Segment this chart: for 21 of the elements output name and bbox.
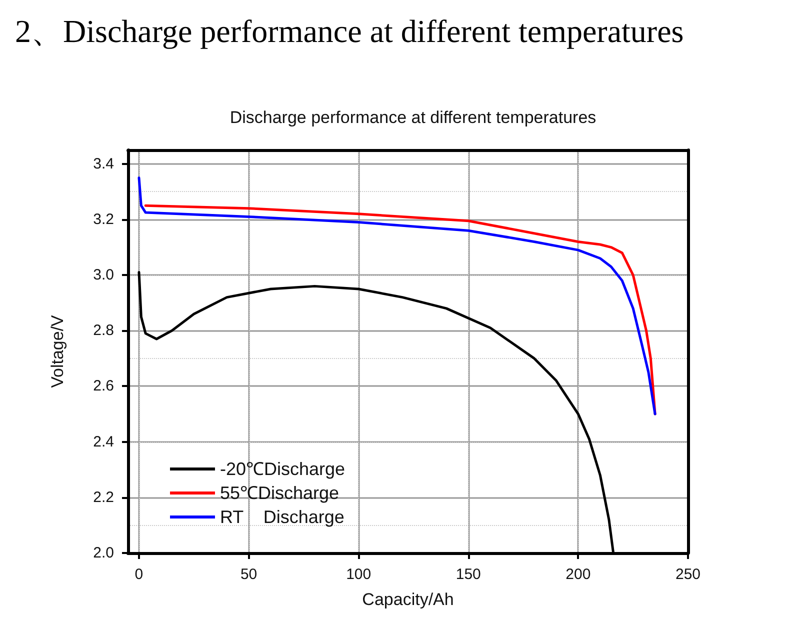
x-tick-label: 250	[675, 566, 701, 583]
legend-label: RT Discharge	[220, 507, 344, 527]
y-tick-label: 2.2	[93, 488, 114, 506]
y-tick-label: 3.0	[93, 266, 114, 284]
chart-title: 2、Discharge performance at different temperatures	[15, 13, 684, 49]
y-tick-label: 2.4	[93, 433, 114, 450]
legend-label: 55℃Discharge	[220, 483, 340, 503]
y-tick-label: 2.8	[93, 322, 114, 340]
x-tick-label: 50	[240, 566, 258, 583]
legend-label: -20℃Discharge	[220, 459, 346, 479]
x-tick-label: 100	[346, 566, 372, 583]
y-tick-label: 2.6	[93, 378, 114, 395]
x-axis-title: Capacity/Ah	[362, 590, 454, 609]
y-tick-label: 2.0	[93, 544, 114, 562]
y-tick-label: 3.4	[93, 155, 114, 172]
x-tick-label: 0	[134, 566, 144, 583]
y-axis-title: Voltage/V	[48, 314, 67, 388]
x-tick-label: 200	[566, 566, 591, 583]
chart-subtitle: Discharge performance at different temperatures	[230, 108, 596, 127]
x-tick-label: 150	[456, 566, 481, 583]
y-tick-label: 3.2	[93, 210, 114, 228]
